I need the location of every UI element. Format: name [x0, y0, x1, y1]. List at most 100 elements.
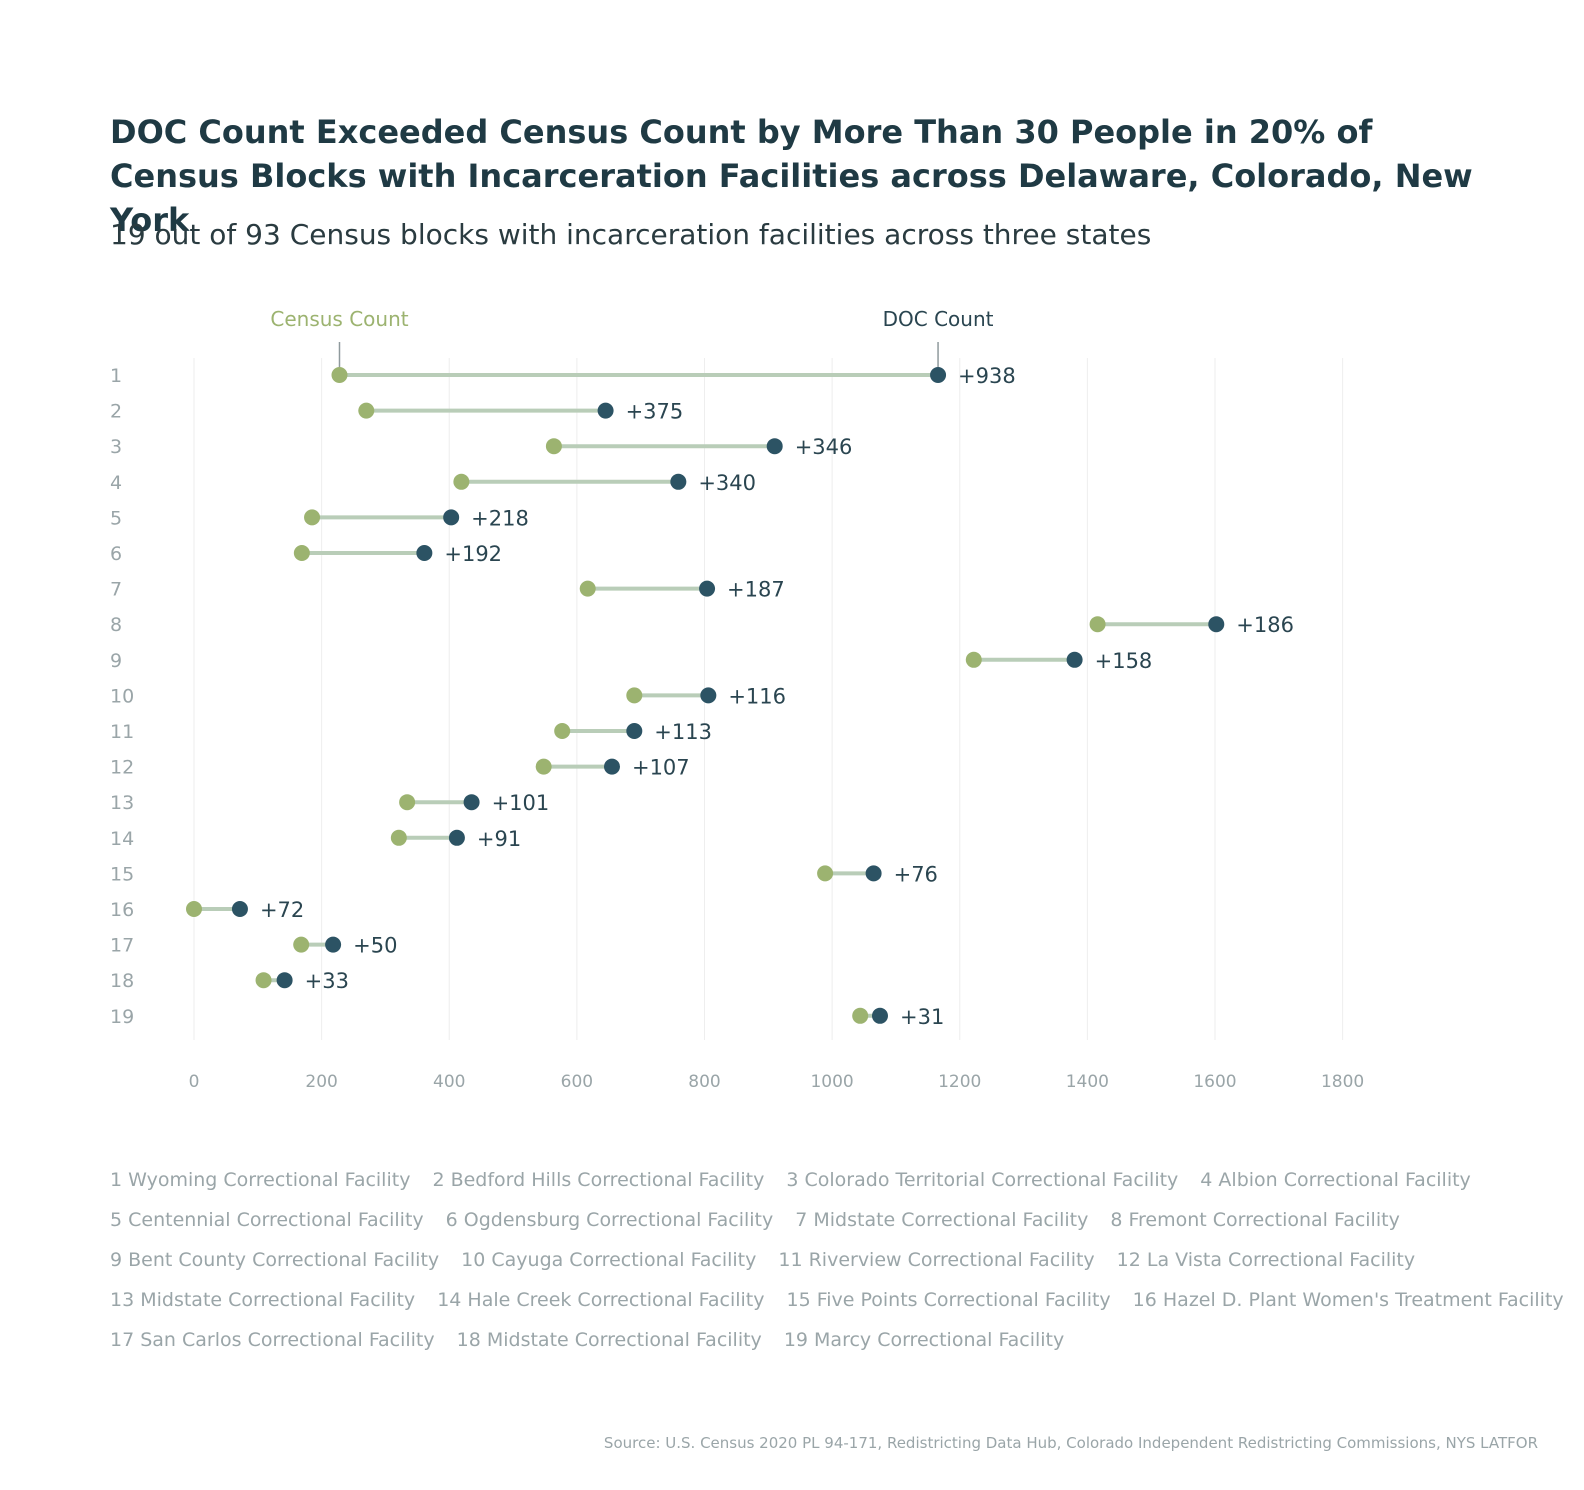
census-count-dot — [852, 1007, 869, 1024]
x-tick-label: 1200 — [938, 1072, 981, 1092]
difference-label: +50 — [353, 934, 397, 958]
data-row: 11 +113 — [110, 720, 712, 744]
doc-count-dot — [871, 1007, 888, 1024]
difference-label: +375 — [626, 400, 684, 424]
census-count-dot — [358, 402, 375, 419]
row-id-label: 4 — [110, 472, 122, 494]
doc-count-dot — [603, 758, 620, 775]
data-row: 9 +158 — [110, 649, 1152, 673]
data-row: 5 +218 — [110, 506, 529, 530]
x-tick-label: 1800 — [1321, 1072, 1364, 1092]
data-row: 6 +192 — [110, 542, 502, 566]
x-tick-label: 0 — [189, 1072, 200, 1092]
x-tick-label: 200 — [305, 1072, 337, 1092]
data-rows: 1 +938 2 +375 3 +346 4 +340 5 +218 6 +192 7 +187 8 +186… — [110, 364, 1294, 1029]
legend-item: 3 Colorado Territorial Correctional Faci… — [786, 1169, 1179, 1191]
data-row: 2 +375 — [110, 400, 683, 424]
data-row: 1 +938 — [110, 364, 1016, 388]
chart-subtitle: 19 out of 93 Census blocks with incarcer… — [110, 218, 1152, 251]
data-row: 12 +107 — [110, 756, 690, 780]
doc-count-dot — [1066, 651, 1083, 668]
data-row: 16 +72 — [110, 898, 304, 922]
difference-label: +113 — [654, 720, 712, 744]
census-count-dot — [545, 438, 562, 455]
doc-count-dot — [325, 936, 342, 953]
data-row: 7 +187 — [110, 578, 785, 602]
doc-count-dot — [448, 829, 465, 846]
doc-count-dot — [700, 687, 717, 704]
census-count-dot — [293, 545, 310, 561]
doc-count-dot — [699, 580, 716, 597]
legend-item: 15 Five Points Correctional Facility — [786, 1289, 1111, 1311]
difference-label: +187 — [727, 578, 785, 602]
data-row: 13 +101 — [110, 791, 549, 815]
census-count-series-label: Census Count — [270, 307, 408, 331]
census-count-dot — [817, 865, 834, 882]
row-id-label: 18 — [110, 970, 134, 992]
difference-label: +158 — [1095, 649, 1153, 673]
census-count-dot — [399, 794, 416, 811]
census-count-dot — [390, 829, 407, 846]
doc-count-dot — [231, 901, 248, 917]
legend-row: 9 Bent County Correctional Facility 10 Ca… — [110, 1240, 1510, 1280]
doc-count-series-label: DOC Count — [883, 307, 994, 331]
doc-count-dot — [597, 402, 614, 419]
data-row: 3 +346 — [110, 435, 852, 459]
census-count-dot — [186, 901, 202, 917]
data-row: 4 +340 — [110, 471, 756, 495]
legend-item: 10 Cayuga Correctional Facility — [461, 1249, 757, 1271]
legend-item: 13 Midstate Correctional Facility — [110, 1289, 416, 1311]
row-id-label: 12 — [110, 757, 134, 779]
row-id-label: 17 — [110, 935, 134, 957]
doc-count-dot — [1208, 616, 1225, 633]
data-row: 14 +91 — [110, 827, 521, 851]
row-id-label: 10 — [110, 685, 134, 707]
legend-item: 11 Riverview Correctional Facility — [778, 1249, 1095, 1271]
chart-title: DOC Count Exceeded Census Count by More … — [110, 113, 1473, 239]
doc-count-dot — [626, 723, 643, 739]
legend-row: 5 Centennial Correctional Facility 6 Ogde… — [110, 1200, 1510, 1240]
legend-item: 8 Fremont Correctional Facility — [1110, 1209, 1400, 1231]
legend-row: 1 Wyoming Correctional Facility 2 Bedford… — [110, 1160, 1510, 1200]
x-axis: 0 200 400 600 800 1000 1200 1400 1600 1800 — [189, 1072, 1365, 1092]
census-count-dot — [255, 972, 272, 989]
census-count-dot — [626, 687, 643, 704]
doc-count-dot — [443, 509, 460, 526]
census-count-dot — [579, 580, 596, 597]
x-tick-label: 1400 — [1066, 1072, 1109, 1092]
legend-item: 6 Ogdensburg Correctional Facility — [445, 1209, 774, 1231]
row-id-label: 15 — [110, 863, 134, 885]
row-id-label: 19 — [110, 1006, 134, 1028]
row-id-label: 14 — [110, 828, 134, 850]
dumbbell-chart: Census Count DOC Count 1 +938 2 +375 3 +346 4 +3… — [110, 307, 1365, 1092]
data-row: 18 +33 — [110, 969, 349, 993]
doc-count-dot — [766, 438, 783, 455]
doc-count-dot — [463, 794, 480, 811]
row-id-label: 11 — [110, 721, 134, 743]
legend-row: 13 Midstate Correctional Facility 14 Hale… — [110, 1280, 1564, 1320]
census-count-dot — [1089, 616, 1106, 633]
legend-item: 1 Wyoming Correctional Facility — [110, 1169, 411, 1191]
difference-label: +33 — [305, 969, 349, 993]
legend-item: 5 Centennial Correctional Facility — [110, 1209, 424, 1231]
row-id-label: 5 — [110, 507, 122, 529]
census-count-dot — [293, 936, 310, 953]
difference-label: +116 — [728, 684, 786, 708]
x-tick-label: 1000 — [810, 1072, 853, 1092]
series-annotations: Census Count DOC Count — [270, 307, 994, 367]
row-id-label: 16 — [110, 899, 134, 921]
doc-count-dot — [865, 865, 882, 882]
legend-item: 16 Hazel D. Plant Women's Treatment Faci… — [1132, 1289, 1564, 1311]
difference-label: +107 — [632, 756, 690, 780]
census-count-dot — [331, 367, 348, 383]
source-note: Source: U.S. Census 2020 PL 94-171, Redi… — [603, 1434, 1538, 1452]
difference-label: +76 — [894, 862, 938, 886]
census-count-dot — [453, 473, 470, 490]
difference-label: +192 — [444, 542, 502, 566]
facility-legend: 1 Wyoming Correctional Facility 2 Bedford… — [110, 1160, 1564, 1360]
data-row: 17 +50 — [110, 934, 397, 958]
doc-count-dot — [276, 972, 293, 989]
census-count-dot — [965, 651, 982, 668]
difference-label: +101 — [492, 791, 550, 815]
doc-count-dot — [930, 367, 947, 383]
